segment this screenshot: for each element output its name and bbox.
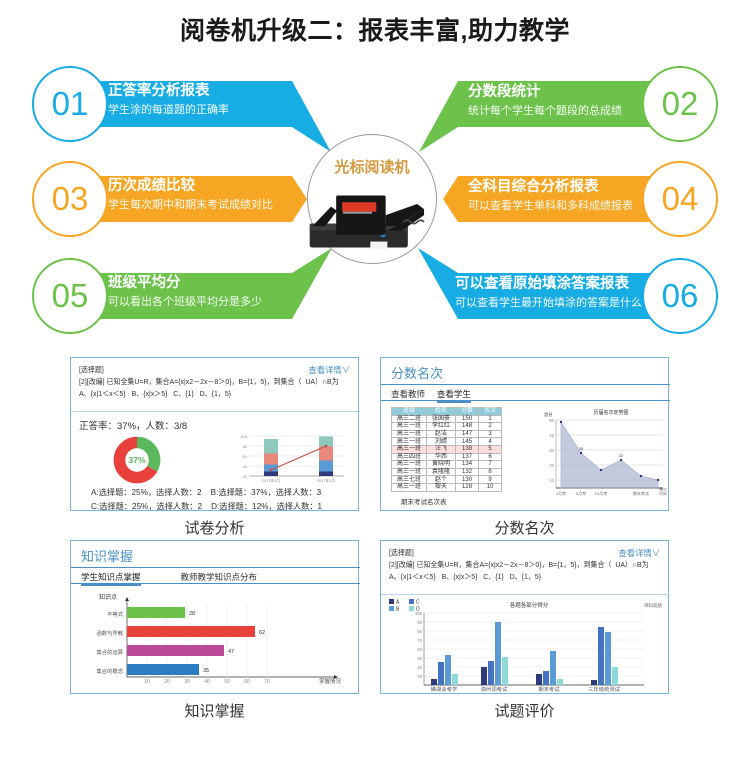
svg-text:100: 100 xyxy=(240,434,247,439)
svg-text:10: 10 xyxy=(549,478,554,483)
svg-text:A: A xyxy=(396,600,400,606)
svg-text:集合的概念: 集合的概念 xyxy=(97,667,124,675)
svg-text:泗州调考试: 泗州调考试 xyxy=(481,685,508,693)
svg-text:20: 20 xyxy=(549,463,554,468)
svg-text:40: 40 xyxy=(204,679,210,685)
svg-text:C: C xyxy=(416,600,420,606)
svg-text:70: 70 xyxy=(417,638,422,643)
svg-text:3月考: 3月考 xyxy=(576,490,586,496)
svg-text:90: 90 xyxy=(417,620,422,625)
svg-text:函数与导教: 函数与导教 xyxy=(97,629,124,637)
svg-text:期末考试: 期末考试 xyxy=(633,490,649,496)
svg-text:50: 50 xyxy=(224,679,230,685)
svg-text:知识点: 知识点 xyxy=(99,593,117,601)
svg-text:不等式: 不等式 xyxy=(107,610,124,618)
svg-text:37%: 37% xyxy=(128,455,146,465)
svg-text:40: 40 xyxy=(243,464,248,469)
svg-text:60: 60 xyxy=(244,679,250,685)
svg-text:60: 60 xyxy=(417,647,422,652)
svg-text:1月考: 1月考 xyxy=(556,490,566,496)
svg-text:70: 70 xyxy=(264,679,270,685)
svg-text:40: 40 xyxy=(549,433,554,438)
svg-text:20: 20 xyxy=(243,474,248,479)
svg-text:集合的运算: 集合的运算 xyxy=(97,648,124,656)
svg-text:三年级统测试: 三年级统测试 xyxy=(588,685,620,693)
svg-text:35: 35 xyxy=(579,446,584,451)
svg-text:2017年1月: 2017年1月 xyxy=(262,478,280,483)
svg-text:30: 30 xyxy=(184,679,190,685)
svg-text:50: 50 xyxy=(549,418,554,423)
svg-text:掌握情况: 掌握情况 xyxy=(319,677,342,685)
svg-text:62: 62 xyxy=(259,630,265,636)
svg-text:历届名次走势图: 历届名次走势图 xyxy=(593,409,628,416)
svg-text:80: 80 xyxy=(243,444,248,449)
svg-text:35: 35 xyxy=(203,668,209,674)
svg-text:60: 60 xyxy=(243,454,248,459)
svg-text:80: 80 xyxy=(417,629,422,634)
svg-text:期末考试: 期末考试 xyxy=(538,685,560,693)
svg-text:40: 40 xyxy=(417,665,422,670)
svg-text:2017年3月: 2017年3月 xyxy=(317,478,335,483)
svg-text:30: 30 xyxy=(417,674,422,679)
svg-text:B: B xyxy=(396,607,400,613)
svg-text:单科成绩: 单科成绩 xyxy=(644,602,662,609)
svg-text:各题各部分得分: 各题各部分得分 xyxy=(510,601,549,609)
svg-text:28: 28 xyxy=(189,611,195,617)
svg-text:礁湖会考学: 礁湖会考学 xyxy=(431,685,458,693)
svg-text:50: 50 xyxy=(417,656,422,661)
svg-text:20: 20 xyxy=(164,679,170,685)
svg-text:时间: 时间 xyxy=(659,491,667,496)
svg-text:22: 22 xyxy=(619,453,624,458)
svg-text:30: 30 xyxy=(549,448,554,453)
svg-text:10月考: 10月考 xyxy=(595,490,607,496)
svg-text:总分: 总分 xyxy=(544,411,553,418)
svg-text:100: 100 xyxy=(415,611,423,616)
svg-text:47: 47 xyxy=(228,649,234,655)
svg-text:10: 10 xyxy=(144,679,150,685)
